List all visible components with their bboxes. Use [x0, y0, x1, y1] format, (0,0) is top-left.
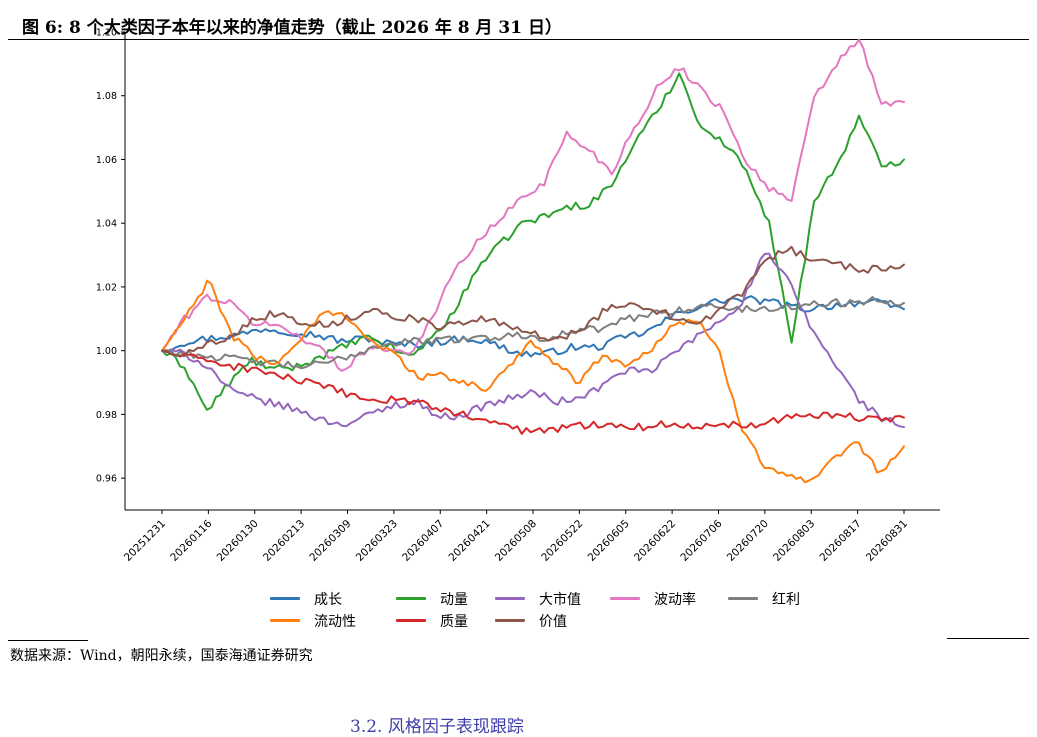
series-line [161, 245, 905, 358]
y-tick-label: 1.10 [96, 28, 117, 39]
source-divider-left [8, 640, 88, 641]
x-tick-label: 20260817 [817, 518, 863, 564]
x-tick-label: 20260116 [168, 517, 215, 564]
x-tick-label: 20260213 [261, 518, 307, 564]
legend-label: 动量 [440, 592, 468, 608]
series-line [161, 349, 905, 435]
chart-series-layer [161, 38, 905, 484]
x-tick-label: 20260720 [725, 518, 771, 564]
y-tick-label: 1.08 [96, 91, 117, 102]
x-tick-label: 20251231 [122, 518, 168, 564]
legend-swatch [728, 597, 758, 600]
series-line [161, 296, 905, 370]
series-line [161, 252, 905, 429]
x-tick-label: 20260309 [307, 518, 353, 564]
data-source-note: 数据来源：Wind，朝阳永续，国泰海通证券研究 [10, 648, 313, 664]
legend-label: 波动率 [654, 592, 696, 608]
x-tick-label: 20260522 [539, 518, 585, 564]
x-tick-label: 20260508 [493, 518, 539, 564]
legend-swatch [270, 597, 300, 600]
y-tick-label: 1.02 [96, 282, 117, 293]
next-section-heading: 3.2. 风格因子表现跟踪 [350, 717, 524, 737]
legend-label: 质量 [440, 614, 468, 630]
y-tick-label: 1.00 [96, 346, 117, 357]
x-tick-label: 20260130 [215, 518, 261, 564]
y-tick-label: 1.06 [96, 155, 117, 166]
series-line [161, 295, 905, 358]
line-chart: 0.96 0.98 1.00 1.02 1.04 1.06 1.08 1.10 20251231… [96, 28, 940, 564]
legend-swatch [396, 597, 426, 600]
x-tick-label: 20260407 [400, 518, 446, 564]
series-line [161, 279, 905, 484]
legend-swatch [495, 619, 525, 622]
figure-title: 图 6: 8 个大类因子本年以来的净值走势（截止 2026 年 8 月 31 日… [22, 18, 562, 38]
legend-label: 大市值 [539, 592, 581, 608]
legend-label: 价值 [539, 614, 567, 630]
legend-swatch [396, 619, 426, 622]
x-tick-label: 20260605 [586, 518, 632, 564]
y-tick-label: 1.04 [96, 219, 117, 230]
legend-label: 红利 [772, 592, 800, 608]
series-line [161, 38, 905, 372]
legend-label: 流动性 [314, 614, 356, 630]
legend-swatch [270, 619, 300, 622]
y-tick-label: 0.98 [96, 410, 117, 421]
x-tick-label: 20260421 [446, 518, 492, 564]
legend-label: 成长 [314, 592, 342, 608]
legend-swatch [610, 597, 640, 600]
x-tick-label: 20260803 [771, 518, 817, 564]
x-tick-label: 20260831 [864, 518, 910, 564]
series-line [161, 72, 905, 411]
x-tick-label: 20260706 [678, 517, 725, 564]
y-tick-label: 0.96 [96, 474, 117, 485]
chart-legend: 成长 动量 大市值 波动率 红利流动性 质量 价值 [270, 588, 810, 634]
chart-axes: 0.96 0.98 1.00 1.02 1.04 1.06 1.08 1.10 20251231… [96, 28, 940, 564]
x-tick-label: 20260622 [632, 518, 678, 564]
legend-swatch [495, 597, 525, 600]
figure-header: 图 6: 8 个大类因子本年以来的净值走势（截止 2026 年 8 月 31 日… [8, 0, 1029, 40]
source-divider-right [947, 638, 1029, 639]
x-tick-label: 20260323 [354, 518, 400, 564]
